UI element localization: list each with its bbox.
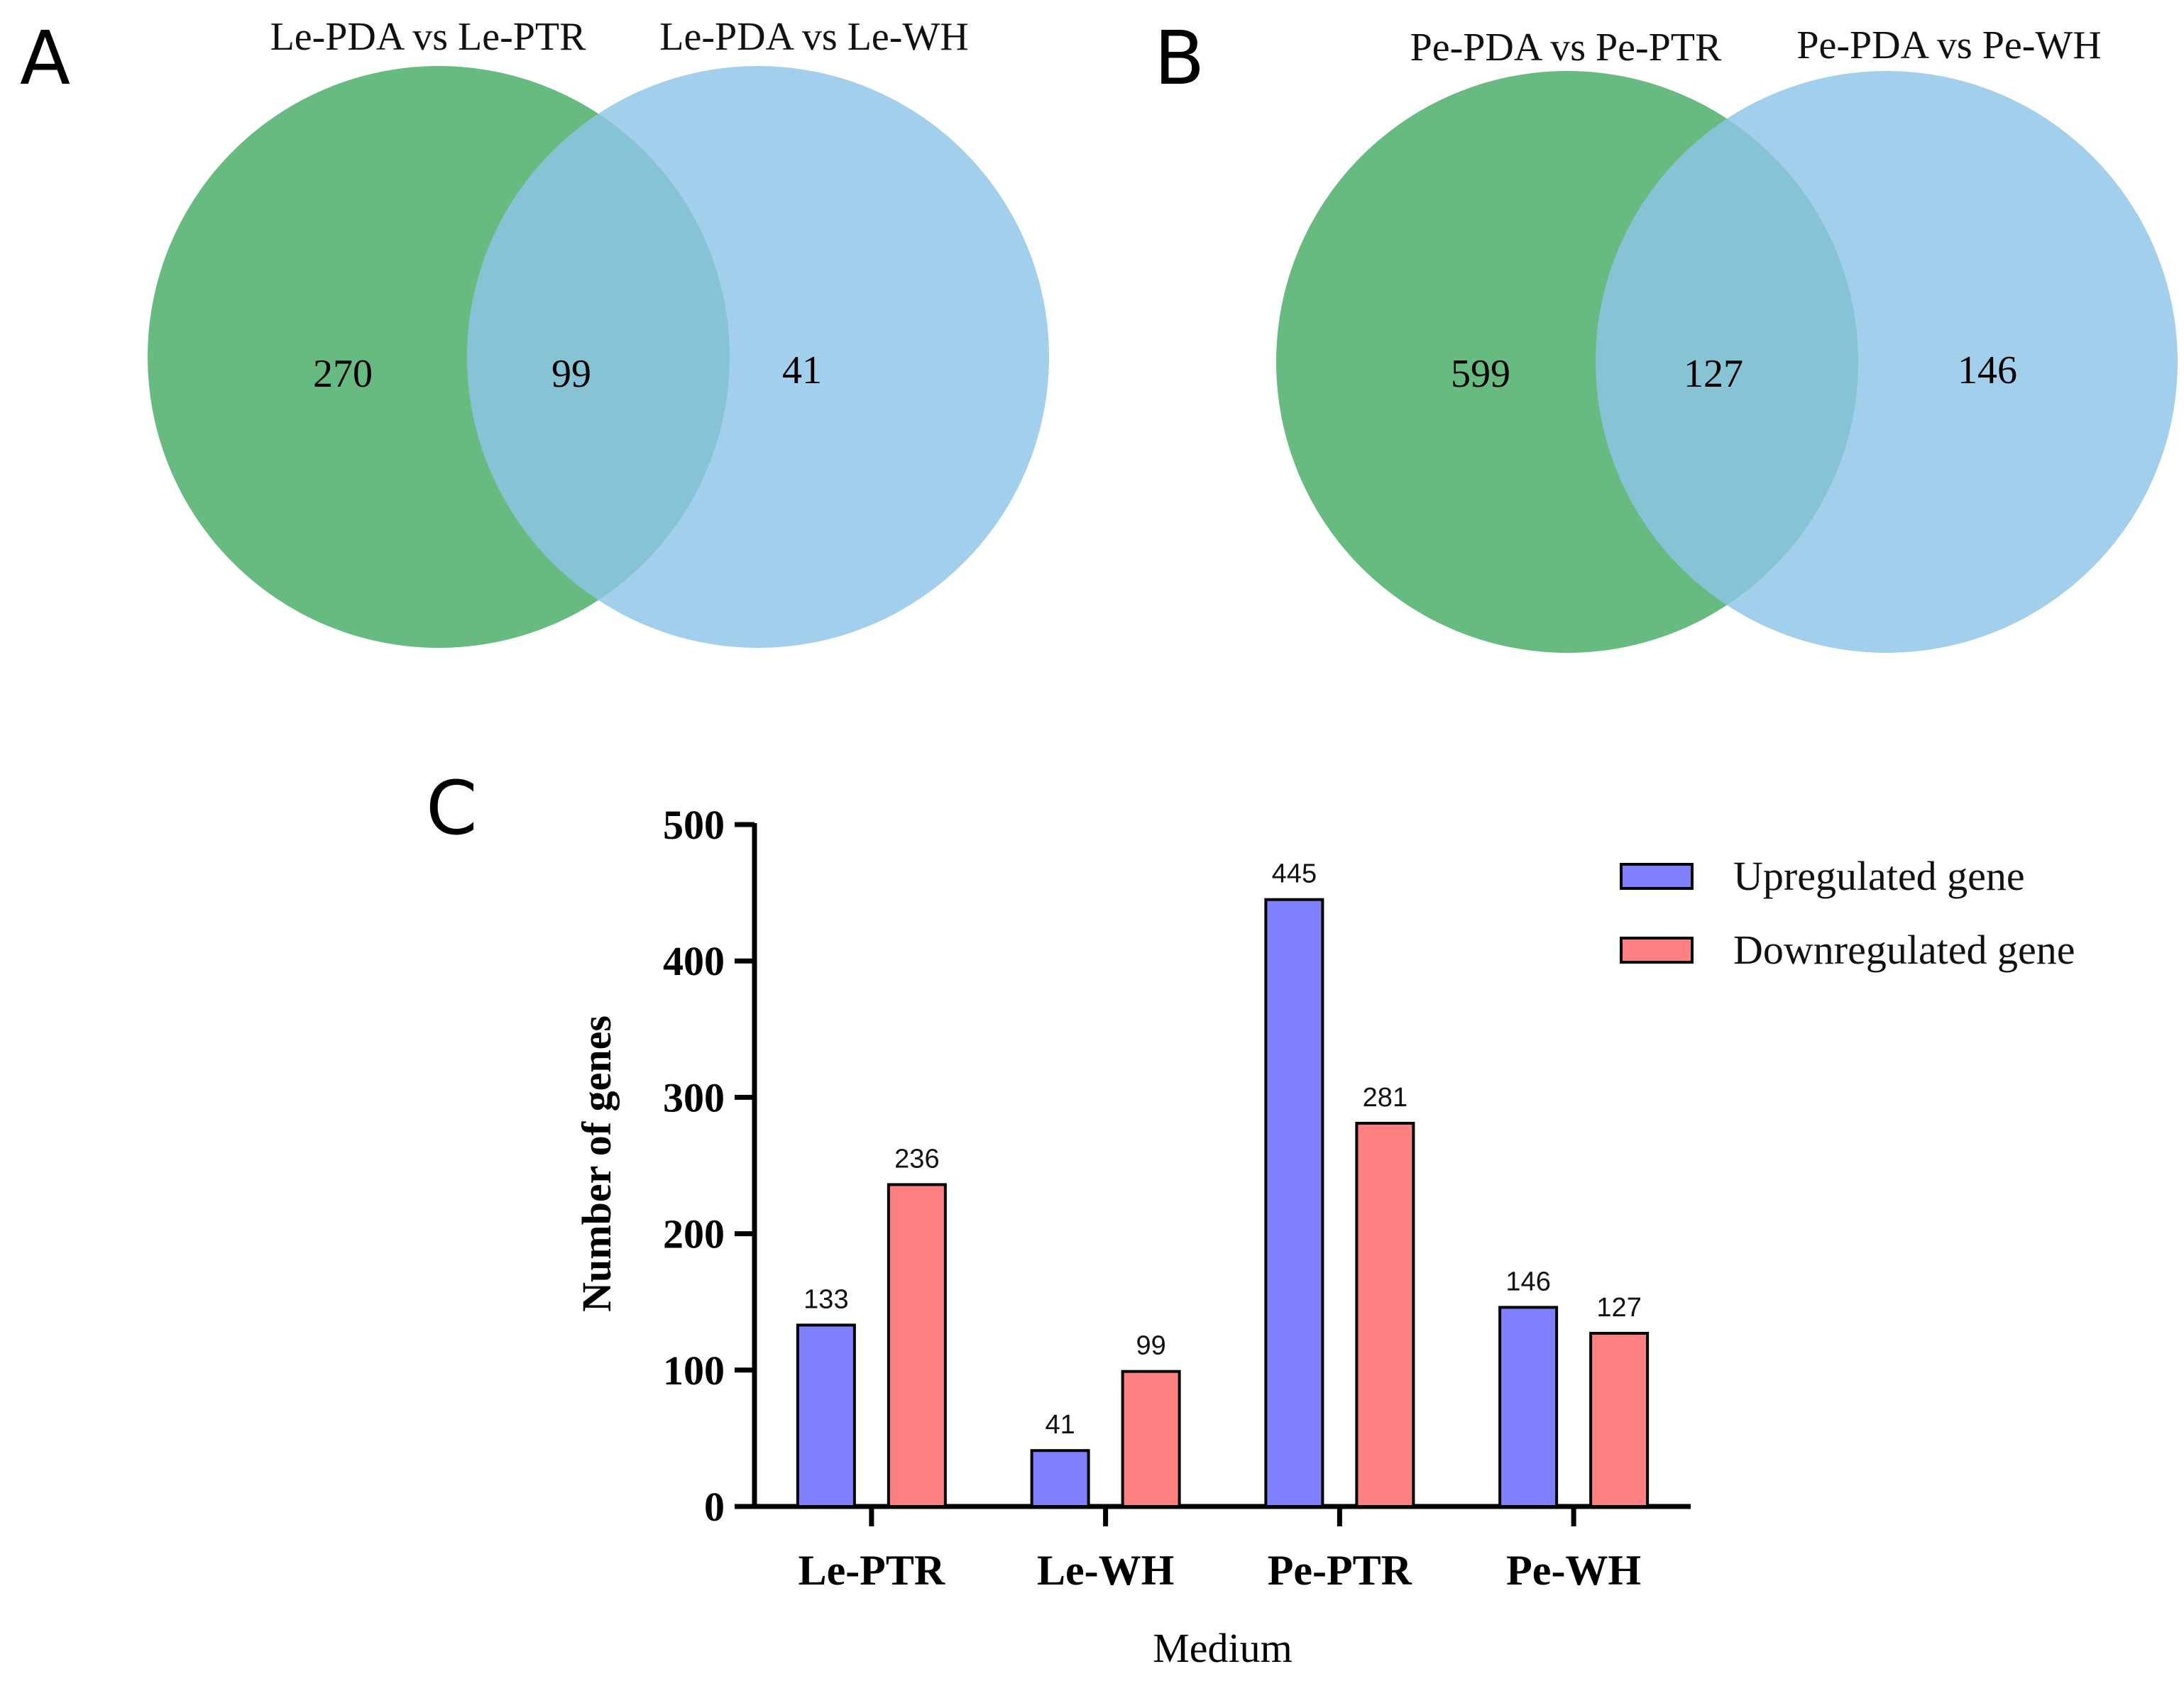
y-axis-title: Number of genes [574, 1015, 620, 1312]
bar-label-upregulated-Pe-PTR: 445 [1272, 859, 1317, 889]
bar-chart: C 0 100 200 300 400 500 Le-PTR 133 236 Le-WH 41 99 P… [426, 765, 2075, 1671]
venn-a-left-title: Le-PDA vs Le-PTR [270, 15, 587, 59]
venn-a-right-title: Le-PDA vs Le-WH [659, 15, 968, 59]
legend-label-upregulated: Upregulated gene [1733, 853, 2025, 899]
bar-label-upregulated-Le-PTR: 133 [803, 1284, 848, 1314]
panel-letter-b: B [1154, 15, 1205, 101]
bar-downregulated-Pe-WH [1589, 1331, 1650, 1508]
panel-letter-c: C [426, 765, 478, 852]
bar-upregulated-Pe-WH [1498, 1306, 1559, 1508]
bar-downregulated-Pe-PTR [1355, 1121, 1415, 1508]
y-tick-label-300: 300 [663, 1074, 725, 1120]
venn-b-left-title: Pe-PDA vs Pe-PTR [1410, 26, 1722, 70]
y-tick-label-0: 0 [704, 1484, 725, 1530]
x-tick-label-Pe-PTR: Pe-PTR [1268, 1547, 1412, 1594]
y-tick-label-500: 500 [663, 802, 725, 848]
bar-downregulated-Le-WH [1121, 1370, 1181, 1509]
venn-a-right-count: 41 [782, 348, 822, 392]
legend-swatch-downregulated [1620, 937, 1694, 964]
panel-letter-a: A [20, 15, 70, 101]
x-tick-label-Le-WH: Le-WH [1037, 1547, 1174, 1594]
y-tick-label-200: 200 [663, 1211, 725, 1257]
venn-a: A Le-PDA vs Le-PTR Le-PDA vs Le-WH 270 9… [20, 15, 1049, 648]
bar-label-downregulated-Le-WH: 99 [1136, 1331, 1165, 1361]
bar-label-upregulated-Pe-WH: 146 [1505, 1267, 1550, 1296]
y-tick-label-400: 400 [663, 938, 725, 984]
venn-b: B Pe-PDA vs Pe-PTR Pe-PDA vs Pe-WH 599 1… [1154, 15, 2178, 653]
venn-a-right-circle [467, 66, 1049, 648]
venn-b-right-count: 146 [1958, 348, 2017, 392]
y-tick-label-100: 100 [663, 1348, 725, 1394]
venn-b-left-count: 599 [1451, 352, 1510, 396]
bar-label-downregulated-Pe-WH: 127 [1596, 1293, 1641, 1323]
bar-upregulated-Pe-PTR [1264, 898, 1324, 1508]
bar-upregulated-Le-WH [1030, 1449, 1090, 1508]
bar-label-downregulated-Pe-PTR: 281 [1363, 1083, 1407, 1113]
venn-b-right-title: Pe-PDA vs Pe-WH [1796, 23, 2101, 67]
venn-a-intersection-count: 99 [552, 352, 591, 396]
venn-a-left-count: 270 [313, 352, 373, 396]
bar-upregulated-Le-PTR [796, 1323, 856, 1509]
bar-downregulated-Le-PTR [887, 1183, 947, 1508]
venn-b-intersection-count: 127 [1684, 352, 1743, 396]
venn-b-right-circle [1596, 71, 2178, 653]
x-tick-label-Le-PTR: Le-PTR [799, 1547, 945, 1594]
bar-label-upregulated-Le-WH: 41 [1045, 1410, 1075, 1440]
bar-label-downregulated-Le-PTR: 236 [894, 1144, 939, 1174]
legend-swatch-upregulated [1620, 863, 1694, 890]
x-axis-title: Medium [1153, 1625, 1293, 1671]
x-tick-label-Pe-WH: Pe-WH [1506, 1547, 1641, 1594]
legend-label-downregulated: Downregulated gene [1733, 927, 2075, 973]
